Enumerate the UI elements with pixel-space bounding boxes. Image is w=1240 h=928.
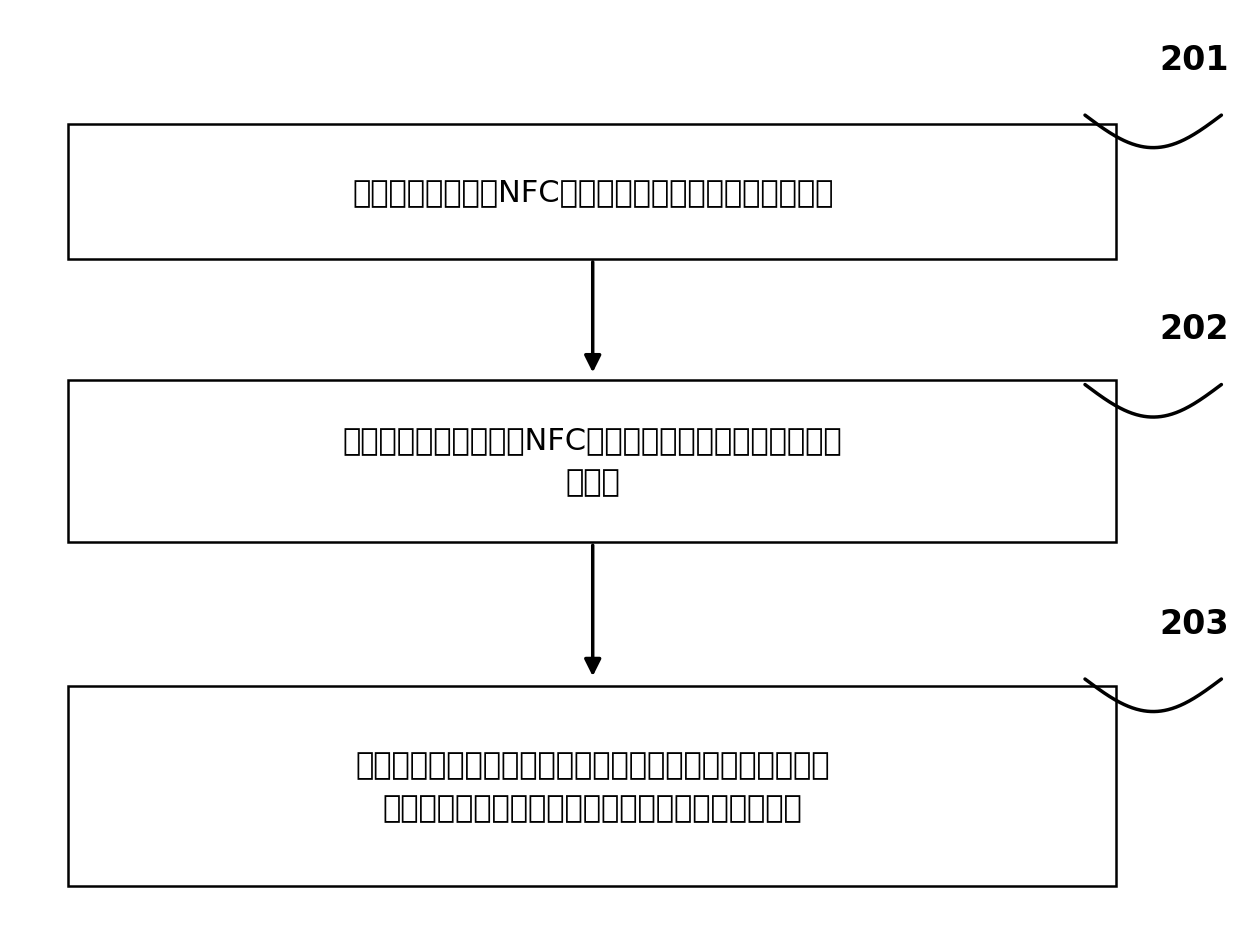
Text: 201: 201 bbox=[1159, 44, 1229, 77]
Text: 所述数据采集装置根据所述空调运行数据以及空调故障判断
模型，确定所述空调的故障类型以及相应的解决方案: 所述数据采集装置根据所述空调运行数据以及空调故障判断 模型，确定所述空调的故障类… bbox=[356, 750, 830, 822]
Text: 数据采集装置通过NFC向空调维护装置发送故障检测信号: 数据采集装置通过NFC向空调维护装置发送故障检测信号 bbox=[352, 177, 833, 207]
Text: 202: 202 bbox=[1159, 313, 1229, 346]
Text: 203: 203 bbox=[1159, 607, 1229, 640]
Text: 所述空调维护装置通过NFC向所述数据采集装置发送空调运
行数据: 所述空调维护装置通过NFC向所述数据采集装置发送空调运 行数据 bbox=[343, 425, 842, 497]
FancyBboxPatch shape bbox=[68, 380, 1116, 543]
FancyBboxPatch shape bbox=[68, 687, 1116, 886]
FancyBboxPatch shape bbox=[68, 125, 1116, 260]
